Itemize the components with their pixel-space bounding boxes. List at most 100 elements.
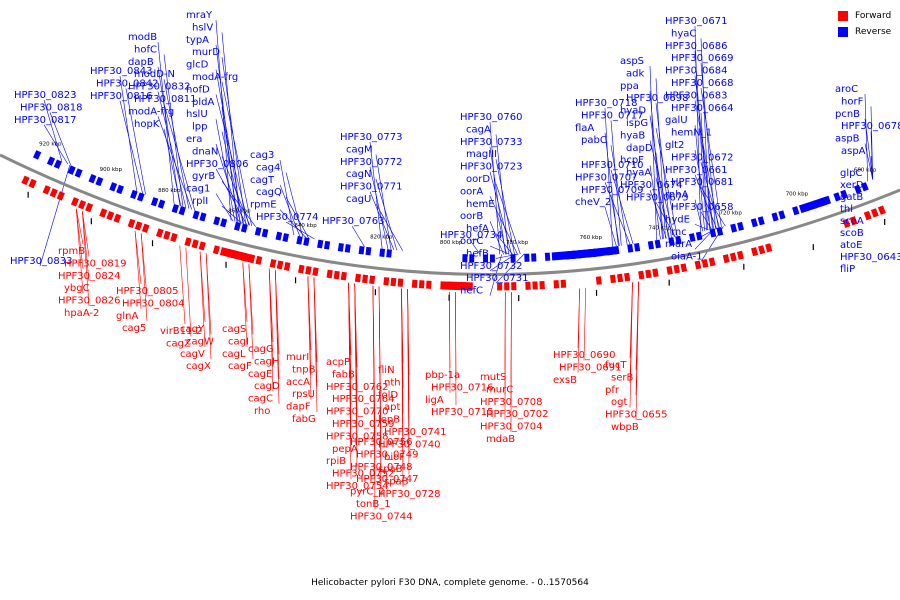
reverse-gene-label: HPF30_0710 bbox=[581, 160, 643, 171]
reverse-label-leader bbox=[655, 202, 676, 237]
forward-gene-label: cagF bbox=[228, 361, 252, 372]
forward-gene-label: folD bbox=[378, 390, 398, 401]
forward-gene-label: wbpB bbox=[611, 422, 639, 433]
forward-label-leader bbox=[407, 289, 410, 475]
reverse-gene bbox=[67, 165, 76, 175]
reverse-gene bbox=[510, 254, 516, 263]
forward-gene bbox=[340, 271, 347, 281]
reverse-gene-label: cheV_2 bbox=[575, 197, 611, 208]
reverse-gene bbox=[483, 254, 488, 263]
forward-gene bbox=[28, 178, 37, 189]
forward-gene bbox=[609, 274, 617, 284]
reverse-gene-label: pcnB bbox=[835, 109, 860, 120]
reverse-label-leader bbox=[604, 207, 617, 247]
forward-gene bbox=[49, 188, 58, 198]
forward-gene-label: HPF30_0744 bbox=[350, 511, 412, 522]
forward-label-leader bbox=[199, 251, 206, 347]
reverse-gene-label: HPF30_0816 bbox=[90, 91, 152, 102]
reverse-gene bbox=[860, 182, 869, 192]
reverse-gene-label: hslV bbox=[192, 22, 213, 33]
reverse-label-leader bbox=[655, 177, 670, 238]
reverse-gene-label: HPF30_0683 bbox=[665, 90, 727, 101]
reverse-gene bbox=[282, 233, 289, 242]
reverse-gene-label: cagM bbox=[346, 144, 373, 155]
reverse-gene-label: HPF30_0806 bbox=[186, 159, 248, 170]
reverse-label-leader bbox=[700, 112, 708, 231]
legend-label-forward: Forward bbox=[855, 11, 892, 21]
reverse-gene-label: atoE bbox=[840, 240, 863, 251]
reverse-gene-label: hcpF bbox=[620, 155, 644, 166]
reverse-label-leader bbox=[39, 164, 71, 267]
forward-label-leader bbox=[635, 281, 639, 421]
forward-gene bbox=[305, 266, 312, 275]
reverse-gene-label: xerD bbox=[840, 180, 864, 191]
reverse-label-leader bbox=[351, 225, 365, 247]
reverse-label-leader bbox=[163, 103, 196, 211]
reverse-gene bbox=[199, 212, 207, 222]
forward-gene bbox=[383, 277, 390, 286]
reverse-label-leader bbox=[157, 41, 175, 205]
forward-gene bbox=[511, 282, 517, 291]
reverse-gene-label: era bbox=[186, 134, 202, 145]
reverse-gene-label: HPF30_0733 bbox=[460, 137, 522, 148]
reverse-gene-label: modA-frg bbox=[128, 106, 174, 117]
reverse-gene-label: cagA bbox=[466, 124, 491, 135]
forward-gene bbox=[680, 263, 688, 273]
reverse-label-leader bbox=[694, 100, 719, 228]
reverse-gene bbox=[116, 184, 124, 195]
forward-label-leader bbox=[185, 247, 192, 337]
forward-gene-label: apt bbox=[384, 402, 400, 413]
kbp-tick-label: 920 kbp bbox=[39, 141, 62, 147]
reverse-gene bbox=[74, 168, 83, 178]
reverse-gene-label: cagT bbox=[250, 175, 275, 186]
forward-gene bbox=[638, 270, 645, 280]
forward-gene-label: HPF30_0716 bbox=[431, 382, 493, 393]
reverse-label-leader bbox=[700, 162, 720, 228]
forward-label-leader bbox=[248, 264, 254, 360]
reverse-gene bbox=[233, 221, 241, 231]
reverse-label-leader bbox=[215, 168, 248, 225]
forward-label-leader bbox=[378, 286, 382, 498]
kbp-tick-label: 780 kbp bbox=[506, 240, 529, 246]
forward-gene-label: dapF bbox=[286, 402, 311, 413]
reverse-label-leader bbox=[119, 75, 138, 192]
legend-item-forward: Forward bbox=[838, 8, 891, 24]
reverse-gene-label: typA bbox=[186, 35, 209, 46]
reverse-gene bbox=[544, 252, 551, 261]
reverse-label-leader bbox=[610, 145, 628, 245]
reverse-label-leader bbox=[215, 94, 250, 226]
reverse-gene-label: HPF30_0734 bbox=[440, 230, 502, 241]
forward-gene-label: cagL bbox=[222, 349, 246, 360]
reverse-gene bbox=[137, 192, 145, 202]
forward-gene-label: HPF30_0702 bbox=[486, 409, 548, 420]
forward-gene bbox=[141, 223, 150, 233]
forward-gene-label: murI bbox=[286, 352, 309, 363]
reverse-gene-label: HPF30_0669 bbox=[671, 53, 733, 64]
forward-gene-label: cagI bbox=[228, 336, 249, 347]
reverse-label-leader bbox=[489, 196, 518, 255]
forward-gene bbox=[863, 210, 872, 221]
reverse-label-leader bbox=[649, 140, 675, 238]
reverse-gene bbox=[771, 212, 779, 222]
reverse-label-leader bbox=[125, 88, 146, 195]
reverse-gene bbox=[33, 150, 42, 160]
reverse-label-leader bbox=[279, 209, 306, 238]
reverse-gene bbox=[524, 253, 530, 262]
reverse-label-leader bbox=[694, 174, 717, 229]
reverse-gene-label: HPF30_0731 bbox=[466, 273, 528, 284]
forward-gene bbox=[426, 280, 432, 289]
forward-label-leader bbox=[629, 282, 633, 408]
reverse-swatch bbox=[838, 27, 848, 37]
reverse-gene-label: HPF30_0684 bbox=[665, 66, 727, 77]
forward-gene bbox=[560, 279, 567, 288]
reverse-gene bbox=[323, 240, 331, 250]
reverse-label-leader bbox=[864, 118, 873, 180]
reverse-gene-label: HPF30_0709 bbox=[581, 185, 643, 196]
forward-gene-label: pfr bbox=[605, 385, 620, 396]
reverse-gene-label: thl bbox=[840, 204, 853, 215]
forward-gene bbox=[362, 274, 369, 284]
reverse-gene-label: HPF30_0707 bbox=[575, 172, 637, 183]
reverse-gene-label: ppa bbox=[620, 81, 639, 92]
forward-gene bbox=[21, 175, 30, 186]
forward-gene-label: pbp-1a bbox=[425, 370, 460, 381]
